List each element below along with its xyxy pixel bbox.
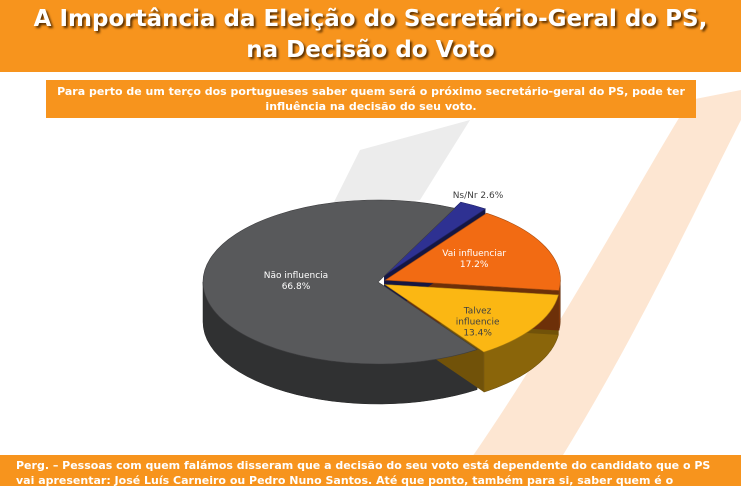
label-name-0: Não influencia [264,271,328,281]
title-band [0,0,741,72]
question-footer: Perg. – Pessoas com quem falámos dissera… [0,455,741,486]
title-line-1: A Importância da Eleição do Secretário-G… [33,6,708,32]
label-value-2: 17.2% [460,260,489,270]
label-name-3: influencie [456,318,500,328]
label-value-0: 66.8% [282,282,311,292]
title-line-2: na Decisão do Voto [246,37,495,63]
label-name-3: Talvez [463,307,492,317]
page-title: A Importância da Eleição do Secretário-G… [0,4,741,66]
question-text: Perg. – Pessoas com quem falámos dissera… [16,459,711,486]
pie-slice-ns-nr [383,201,487,277]
label-value-3: 13.4% [463,329,492,339]
label-ns-nr: Ns/Nr 2.6% [453,191,504,201]
pie-slice-talvez-influencie [383,284,559,353]
subtitle-text: Para perto de um terço dos portugueses s… [57,85,685,113]
subtitle-box: Para perto de um terço dos portugueses s… [46,80,696,118]
pie-slice-n-o-influencia [202,199,478,365]
pie-slice-vai-influenciar [384,212,561,291]
label-name-2: Vai influenciar [442,249,506,259]
